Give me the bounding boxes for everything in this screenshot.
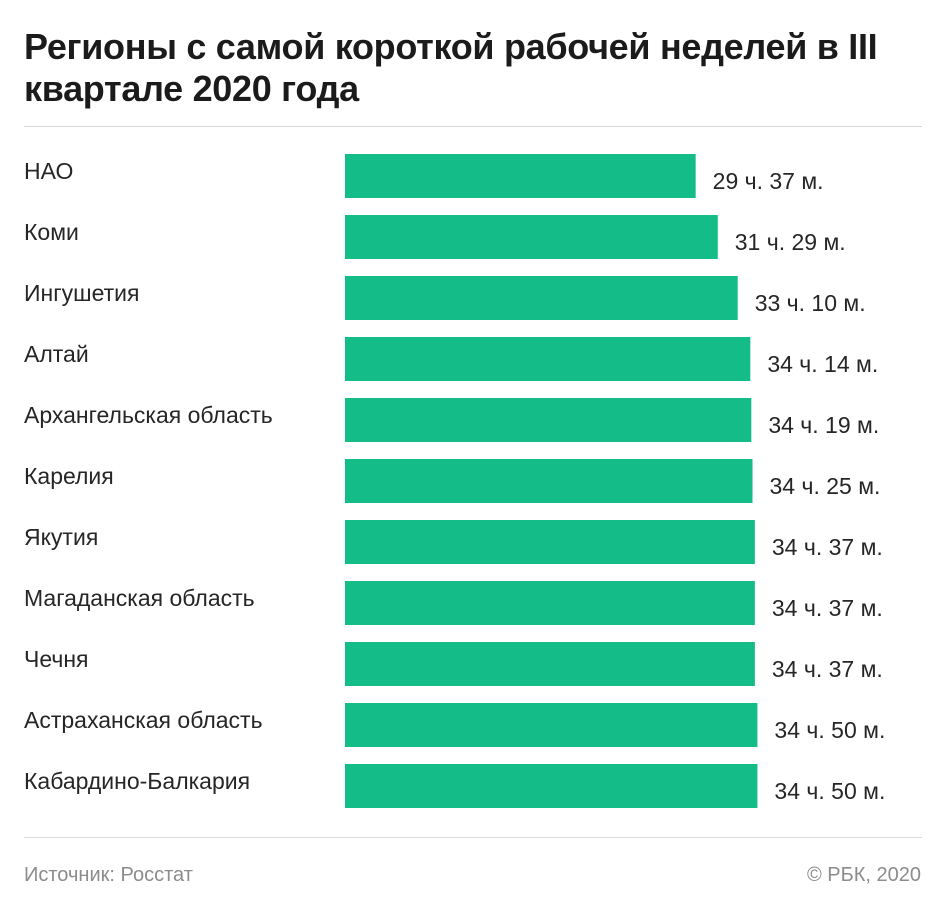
category-label: Ингушетия [24, 280, 139, 306]
category-label: Чечня [24, 646, 89, 672]
source-note: Источник: Росстат [24, 864, 193, 886]
category-label: Карелия [24, 463, 114, 489]
bar [345, 459, 753, 503]
top-divider [24, 126, 922, 127]
value-label: 34 ч. 14 м. [767, 351, 878, 377]
value-label: 34 ч. 50 м. [774, 778, 885, 804]
category-label: Магаданская область [24, 585, 255, 611]
bar [345, 642, 755, 686]
value-label: 34 ч. 50 м. [774, 717, 885, 743]
bar [345, 398, 752, 442]
bar [345, 581, 755, 625]
category-label: Якутия [24, 524, 98, 550]
copyright-note: © РБК, 2020 [806, 864, 921, 886]
bottom-divider [24, 837, 922, 838]
category-label: Астраханская область [24, 707, 263, 733]
value-label: 34 ч. 25 м. [769, 473, 880, 499]
chart-title: Регионы с самой короткой рабочей неделей… [24, 26, 878, 109]
category-label: Архангельская область [24, 402, 273, 428]
category-label: Коми [24, 219, 79, 245]
bar [345, 276, 738, 320]
value-label: 33 ч. 10 м. [755, 290, 866, 316]
value-label: 34 ч. 19 м. [768, 412, 879, 438]
bar [345, 154, 696, 198]
bar [345, 520, 755, 564]
category-label: НАО [24, 158, 73, 184]
value-label: 34 ч. 37 м. [772, 595, 883, 621]
value-label: 29 ч. 37 м. [713, 168, 824, 194]
value-label: 34 ч. 37 м. [772, 534, 883, 560]
bar [345, 703, 758, 747]
category-label: Алтай [24, 341, 89, 367]
bar [345, 764, 758, 808]
bar [345, 215, 718, 259]
bar [345, 337, 751, 381]
category-label: Кабардино-Балкария [24, 768, 250, 794]
value-label: 34 ч. 37 м. [772, 656, 883, 682]
value-label: 31 ч. 29 м. [735, 229, 846, 255]
